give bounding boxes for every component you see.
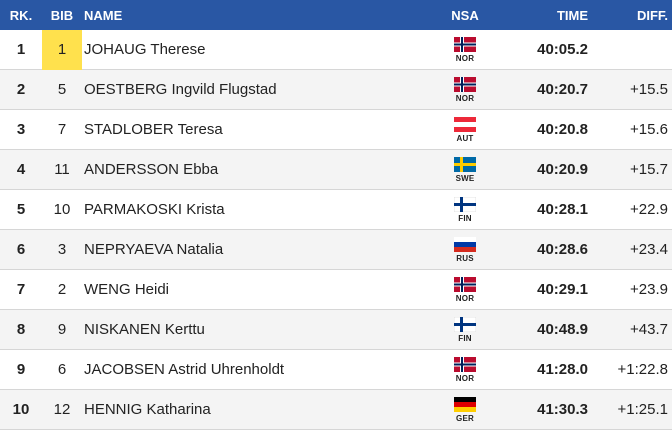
athlete-name[interactable]: ANDERSSON Ebba — [84, 161, 219, 178]
table-row[interactable]: 2 5 OESTBERG Ingvild Flugstad NOR 40:20.… — [0, 70, 672, 110]
diff-cell: +15.5 — [630, 81, 668, 98]
table-row[interactable]: 8 9 NISKANEN Kerttu FIN 40:48.9 +43.7 — [0, 310, 672, 350]
diff-cell: +23.9 — [630, 281, 668, 298]
flag-icon — [454, 356, 476, 372]
header-bib: BIB — [50, 7, 74, 23]
bib-cell: 7 — [57, 120, 67, 138]
nsa-cell: NOR — [440, 36, 490, 63]
bib-cell: 10 — [53, 200, 71, 218]
time-cell: 41:28.0 — [537, 361, 588, 378]
athlete-name[interactable]: STADLOBER Teresa — [84, 121, 223, 138]
table-row[interactable]: 4 11 ANDERSSON Ebba SWE 40:20.9 +15.7 — [0, 150, 672, 190]
table-row[interactable]: 3 7 STADLOBER Teresa AUT 40:20.8 +15.6 — [0, 110, 672, 150]
athlete-name[interactable]: JOHAUG Therese — [84, 41, 206, 58]
nsa-code: SWE — [455, 173, 475, 183]
nsa-code: RUS — [456, 253, 474, 263]
time-cell: 40:05.2 — [537, 41, 588, 58]
flag-icon — [454, 36, 476, 52]
nsa-code: NOR — [455, 93, 475, 103]
diff-cell: +15.7 — [630, 161, 668, 178]
bib-cell: 3 — [57, 240, 67, 258]
rank-cell: 2 — [16, 81, 26, 98]
athlete-name[interactable]: HENNIG Katharina — [84, 401, 211, 418]
time-cell: 40:28.6 — [537, 241, 588, 258]
nsa-code: NOR — [455, 293, 475, 303]
nsa-code: NOR — [455, 373, 475, 383]
time-cell: 40:20.8 — [537, 121, 588, 138]
athlete-name[interactable]: WENG Heidi — [84, 281, 170, 298]
table-body: 1 1 JOHAUG Therese NOR 40:05.2 2 5 OESTB… — [0, 29, 672, 430]
table-row[interactable]: 6 3 NEPRYAEVA Natalia RUS 40:28.6 +23.4 — [0, 230, 672, 270]
time-cell: 41:30.3 — [537, 401, 588, 418]
nsa-cell: SWE — [440, 156, 490, 183]
flag-icon — [454, 196, 476, 212]
rank-cell: 10 — [12, 401, 30, 418]
rank-cell: 7 — [16, 281, 26, 298]
nsa-code: GER — [456, 413, 474, 423]
time-cell: 40:20.9 — [537, 161, 588, 178]
rank-cell: 9 — [16, 361, 26, 378]
flag-icon — [454, 316, 476, 332]
table-row[interactable]: 7 2 WENG Heidi NOR 40:29.1 +23.9 — [0, 270, 672, 310]
table-row[interactable]: 10 12 HENNIG Katharina GER 41:30.3 +1:25… — [0, 390, 672, 430]
header-nsa: NSA — [451, 7, 479, 23]
nsa-cell: NOR — [440, 76, 490, 103]
athlete-name[interactable]: JACOBSEN Astrid Uhrenholdt — [84, 361, 285, 378]
rank-cell: 5 — [16, 201, 26, 218]
athlete-name[interactable]: NEPRYAEVA Natalia — [84, 241, 224, 258]
nsa-cell: GER — [440, 396, 490, 423]
bib-cell: 5 — [57, 80, 67, 98]
bib-cell: 12 — [53, 400, 71, 418]
flag-icon — [454, 76, 476, 92]
flag-icon — [454, 236, 476, 252]
diff-cell: +22.9 — [630, 201, 668, 218]
nsa-cell: AUT — [440, 116, 490, 143]
time-cell: 40:29.1 — [537, 281, 588, 298]
diff-cell: +1:25.1 — [617, 401, 668, 418]
header-name: NAME — [84, 7, 123, 23]
header-rank: RK. — [9, 7, 33, 23]
flag-icon — [454, 156, 476, 172]
time-cell: 40:28.1 — [537, 201, 588, 218]
bib-cell: 6 — [57, 360, 67, 378]
time-cell: 40:20.7 — [537, 81, 588, 98]
nsa-code: AUT — [456, 133, 474, 143]
time-cell: 40:48.9 — [537, 321, 588, 338]
table-row[interactable]: 5 10 PARMAKOSKI Krista FIN 40:28.1 +22.9 — [0, 190, 672, 230]
table-row[interactable]: 9 6 JACOBSEN Astrid Uhrenholdt NOR 41:28… — [0, 350, 672, 390]
table-header: RK. BIB NAME NSA TIME DIFF. — [0, 0, 672, 30]
nsa-code: NOR — [455, 53, 475, 63]
bib-cell: 9 — [57, 320, 67, 338]
athlete-name[interactable]: NISKANEN Kerttu — [84, 321, 205, 338]
nsa-cell: RUS — [440, 236, 490, 263]
nsa-code: FIN — [458, 213, 472, 223]
flag-icon — [454, 116, 476, 132]
bib-cell: 1 — [42, 29, 82, 70]
diff-cell: +15.6 — [630, 121, 668, 138]
nsa-cell: NOR — [440, 276, 490, 303]
flag-icon — [454, 396, 476, 412]
rank-cell: 3 — [16, 121, 26, 138]
nsa-cell: FIN — [440, 196, 490, 223]
nsa-cell: NOR — [440, 356, 490, 383]
bib-cell: 2 — [57, 280, 67, 298]
diff-cell: +1:22.8 — [617, 361, 668, 378]
rank-cell: 1 — [16, 41, 26, 58]
athlete-name[interactable]: PARMAKOSKI Krista — [84, 201, 225, 218]
diff-cell: +43.7 — [630, 321, 668, 338]
bib-cell: 11 — [54, 160, 70, 178]
rank-cell: 4 — [16, 161, 26, 178]
nsa-code: FIN — [458, 333, 472, 343]
table-row[interactable]: 1 1 JOHAUG Therese NOR 40:05.2 — [0, 29, 672, 70]
rank-cell: 8 — [16, 321, 26, 338]
header-time: TIME — [556, 7, 588, 23]
flag-icon — [454, 276, 476, 292]
rank-cell: 6 — [16, 241, 26, 258]
nsa-cell: FIN — [440, 316, 490, 343]
diff-cell: +23.4 — [630, 241, 668, 258]
header-diff: DIFF. — [636, 7, 668, 23]
athlete-name[interactable]: OESTBERG Ingvild Flugstad — [84, 81, 277, 98]
